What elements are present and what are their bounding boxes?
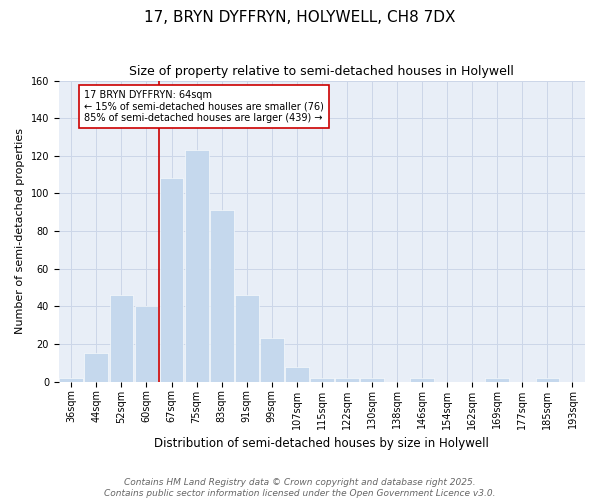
Bar: [310, 378, 334, 382]
Bar: [110, 295, 133, 382]
Bar: [210, 210, 233, 382]
Bar: [134, 306, 158, 382]
Text: 17 BRYN DYFFRYN: 64sqm
← 15% of semi-detached houses are smaller (76)
85% of sem: 17 BRYN DYFFRYN: 64sqm ← 15% of semi-det…: [84, 90, 324, 123]
Bar: [335, 378, 359, 382]
Text: Contains HM Land Registry data © Crown copyright and database right 2025.
Contai: Contains HM Land Registry data © Crown c…: [104, 478, 496, 498]
Text: 17, BRYN DYFFRYN, HOLYWELL, CH8 7DX: 17, BRYN DYFFRYN, HOLYWELL, CH8 7DX: [144, 10, 456, 25]
Bar: [160, 178, 184, 382]
X-axis label: Distribution of semi-detached houses by size in Holywell: Distribution of semi-detached houses by …: [154, 437, 490, 450]
Bar: [235, 295, 259, 382]
Bar: [410, 378, 434, 382]
Bar: [59, 378, 83, 382]
Bar: [285, 366, 309, 382]
Bar: [360, 378, 384, 382]
Bar: [260, 338, 284, 382]
Bar: [536, 378, 559, 382]
Bar: [85, 354, 108, 382]
Bar: [185, 150, 209, 382]
Bar: [485, 378, 509, 382]
Y-axis label: Number of semi-detached properties: Number of semi-detached properties: [15, 128, 25, 334]
Title: Size of property relative to semi-detached houses in Holywell: Size of property relative to semi-detach…: [130, 65, 514, 78]
